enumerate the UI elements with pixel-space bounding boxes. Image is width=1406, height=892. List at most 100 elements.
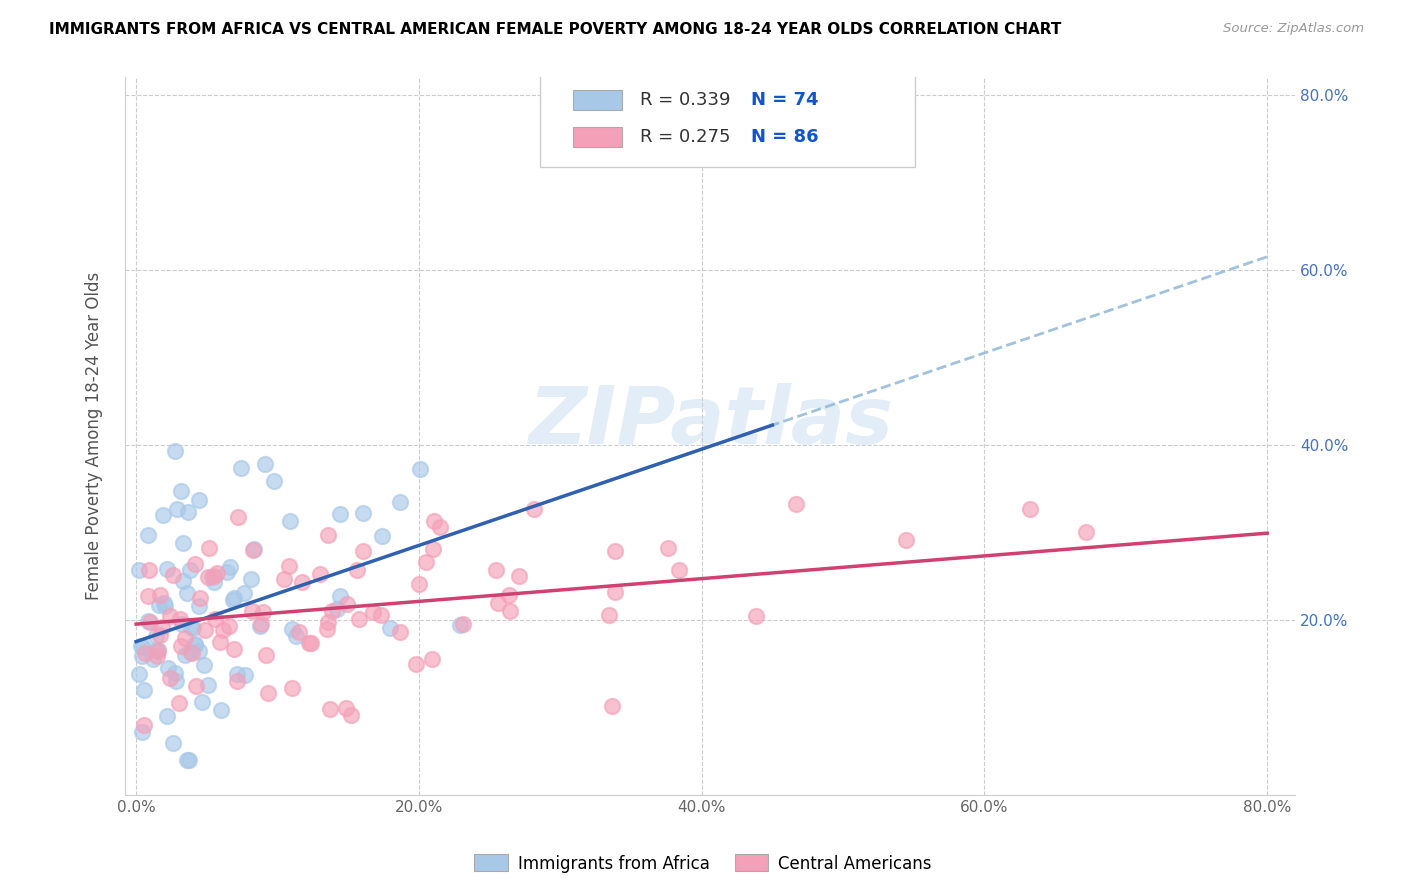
Point (250, 616, 273, 631)
Point (309, 566, 332, 581)
Point (352, 506, 374, 520)
Point (163, 443, 186, 458)
Point (336, 597, 359, 611)
Point (170, 617, 193, 632)
Point (422, 514, 444, 528)
Point (131, 649, 153, 664)
Text: N = 86: N = 86 (751, 128, 818, 146)
Point (201, 570, 224, 584)
Point (181, 646, 204, 660)
Point (183, 621, 205, 635)
Point (498, 604, 520, 618)
Point (165, 674, 187, 689)
Point (508, 568, 530, 582)
Point (380, 621, 402, 635)
Point (145, 643, 167, 657)
Point (205, 566, 228, 580)
Point (134, 646, 156, 660)
Point (242, 542, 264, 557)
Point (152, 596, 174, 610)
Point (166, 502, 188, 516)
Point (422, 541, 444, 556)
Point (299, 636, 322, 650)
Point (249, 619, 271, 633)
Point (321, 604, 343, 618)
Point (136, 590, 159, 604)
Point (287, 624, 309, 639)
Point (329, 589, 352, 603)
Point (153, 599, 176, 613)
Point (280, 514, 302, 528)
Point (219, 559, 242, 574)
Point (335, 700, 357, 714)
Point (329, 508, 352, 522)
Point (188, 492, 211, 507)
Point (215, 566, 238, 580)
Point (179, 563, 201, 577)
Point (451, 617, 474, 632)
Point (187, 599, 209, 613)
FancyBboxPatch shape (540, 70, 915, 167)
Point (347, 612, 370, 626)
Point (188, 644, 211, 658)
Y-axis label: Female Poverty Among 18-24 Year Olds: Female Poverty Among 18-24 Year Olds (86, 272, 103, 600)
Point (326, 602, 349, 616)
Point (785, 498, 807, 512)
FancyBboxPatch shape (574, 127, 623, 147)
Point (159, 608, 181, 623)
Point (148, 642, 170, 657)
Point (202, 569, 225, 583)
Point (197, 678, 219, 692)
Point (449, 618, 471, 632)
Point (420, 652, 443, 666)
Point (291, 575, 314, 590)
Point (177, 505, 200, 519)
Point (204, 611, 226, 625)
Point (429, 520, 451, 534)
Point (254, 648, 277, 662)
Point (415, 555, 437, 569)
Point (409, 462, 432, 476)
Point (277, 558, 299, 573)
Point (162, 568, 184, 582)
Point (598, 608, 620, 623)
Point (157, 661, 180, 675)
Point (179, 645, 201, 659)
Point (605, 584, 627, 599)
Point (194, 623, 217, 637)
Point (184, 679, 207, 693)
Point (193, 658, 215, 673)
Point (188, 591, 211, 605)
Point (1019, 502, 1042, 516)
Point (128, 667, 150, 681)
Point (180, 620, 202, 634)
Point (485, 563, 508, 577)
Point (221, 593, 243, 607)
Point (190, 695, 212, 709)
Point (177, 753, 200, 767)
Point (212, 623, 235, 637)
Point (138, 615, 160, 629)
Point (252, 605, 274, 619)
Point (128, 563, 150, 577)
Point (222, 591, 245, 606)
Point (184, 638, 207, 652)
Point (389, 625, 412, 640)
Point (318, 528, 340, 542)
Point (405, 657, 427, 672)
Point (145, 648, 167, 663)
Point (226, 673, 249, 688)
Point (184, 637, 207, 651)
FancyBboxPatch shape (574, 89, 623, 110)
Point (148, 644, 170, 658)
Point (138, 563, 160, 577)
Point (339, 707, 361, 722)
Point (229, 461, 252, 475)
Point (209, 634, 232, 648)
Text: R = 0.339: R = 0.339 (640, 91, 730, 109)
Point (165, 666, 187, 681)
Text: ZIPatlas: ZIPatlas (527, 383, 893, 461)
Point (142, 651, 165, 665)
Point (256, 686, 278, 700)
Point (352, 543, 374, 558)
